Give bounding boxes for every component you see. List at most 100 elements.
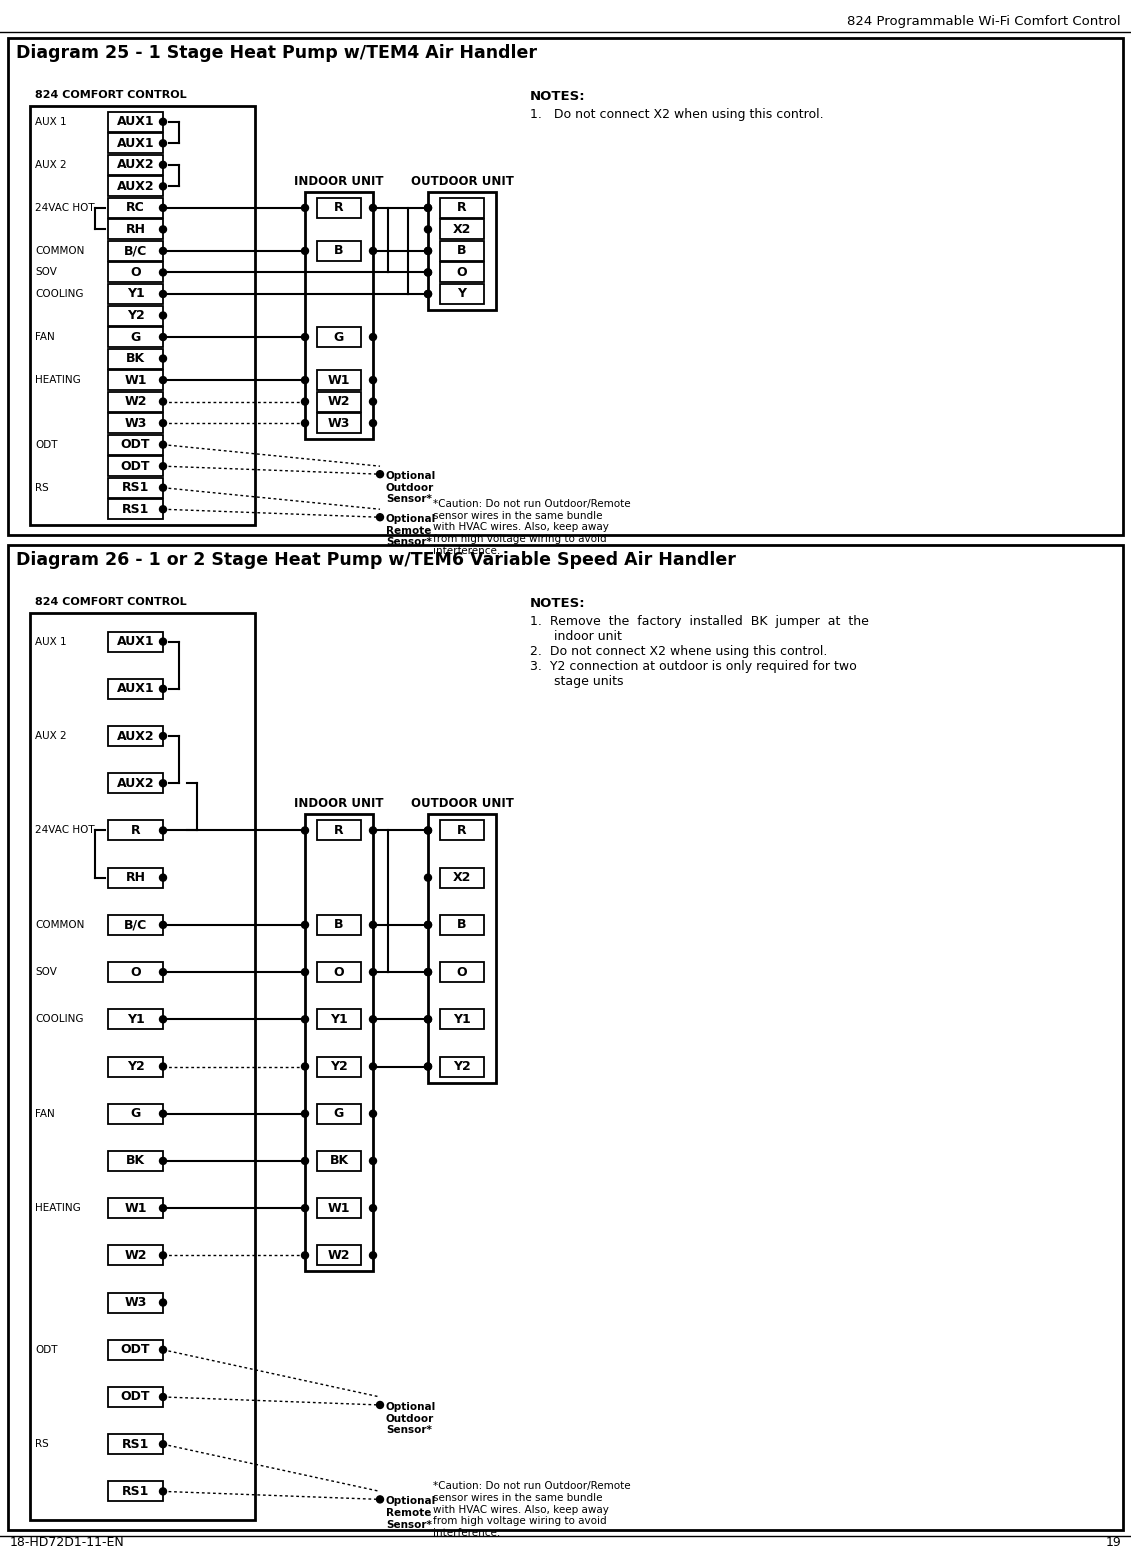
- Text: Y1: Y1: [127, 1012, 145, 1026]
- Circle shape: [159, 1015, 166, 1023]
- Circle shape: [159, 161, 166, 169]
- Circle shape: [370, 921, 377, 929]
- Bar: [8, 39, 1123, 536]
- Circle shape: [159, 118, 166, 125]
- Circle shape: [370, 1158, 377, 1164]
- Circle shape: [159, 398, 166, 406]
- Text: RC: RC: [127, 201, 145, 214]
- Text: AUX1: AUX1: [116, 115, 154, 128]
- Text: Y2: Y2: [454, 1060, 470, 1073]
- Text: RS1: RS1: [122, 481, 149, 494]
- Circle shape: [159, 420, 166, 427]
- Circle shape: [159, 1110, 166, 1118]
- Text: B: B: [457, 918, 467, 932]
- Circle shape: [159, 204, 166, 212]
- Bar: [440, 1056, 484, 1076]
- Circle shape: [377, 1495, 383, 1503]
- Text: 24VAC HOT: 24VAC HOT: [35, 203, 95, 214]
- Circle shape: [159, 313, 166, 319]
- Circle shape: [370, 1252, 377, 1259]
- Circle shape: [159, 463, 166, 469]
- Text: RS: RS: [35, 483, 49, 492]
- Text: AUX2: AUX2: [116, 180, 154, 194]
- Circle shape: [159, 485, 166, 491]
- Text: OUTDOOR UNIT: OUTDOOR UNIT: [411, 797, 513, 811]
- Text: O: O: [334, 966, 344, 978]
- Bar: [8, 545, 1123, 1529]
- Text: W2: W2: [328, 1249, 351, 1262]
- Bar: [107, 457, 163, 477]
- Text: OUTDOOR UNIT: OUTDOOR UNIT: [411, 175, 513, 187]
- Circle shape: [424, 1015, 432, 1023]
- Text: AUX 1: AUX 1: [35, 116, 67, 127]
- Circle shape: [424, 875, 432, 881]
- Bar: [107, 478, 163, 498]
- Circle shape: [377, 1401, 383, 1409]
- Text: AUX1: AUX1: [116, 635, 154, 649]
- Circle shape: [159, 780, 166, 786]
- Circle shape: [159, 827, 166, 834]
- Circle shape: [370, 1204, 377, 1212]
- Text: COOLING: COOLING: [35, 289, 84, 299]
- Circle shape: [159, 441, 166, 449]
- Circle shape: [159, 969, 166, 975]
- Bar: [107, 774, 163, 793]
- Bar: [107, 133, 163, 153]
- Bar: [107, 632, 163, 652]
- Bar: [107, 176, 163, 197]
- Text: RH: RH: [126, 223, 146, 235]
- Bar: [317, 241, 361, 262]
- Text: R: R: [457, 824, 467, 837]
- Text: W3: W3: [124, 416, 147, 430]
- Circle shape: [302, 248, 309, 254]
- Bar: [107, 198, 163, 218]
- Text: W3: W3: [124, 1296, 147, 1310]
- Circle shape: [424, 969, 432, 975]
- Bar: [107, 435, 163, 455]
- Text: O: O: [130, 266, 141, 279]
- Text: 19: 19: [1105, 1537, 1121, 1548]
- Text: Optional
Outdoor
Sensor*: Optional Outdoor Sensor*: [386, 1402, 437, 1435]
- Circle shape: [424, 291, 432, 297]
- Bar: [107, 111, 163, 132]
- Circle shape: [302, 333, 309, 341]
- Bar: [107, 263, 163, 282]
- Bar: [317, 1056, 361, 1076]
- Text: BK: BK: [329, 1155, 348, 1167]
- Bar: [31, 613, 254, 1520]
- Text: AUX 2: AUX 2: [35, 159, 67, 170]
- Circle shape: [302, 1158, 309, 1164]
- Bar: [317, 1245, 361, 1265]
- Bar: [440, 820, 484, 841]
- Circle shape: [159, 291, 166, 297]
- Circle shape: [377, 471, 383, 478]
- Circle shape: [159, 1393, 166, 1401]
- Bar: [317, 1198, 361, 1218]
- Text: Diagram 25 - 1 Stage Heat Pump w/TEM4 Air Handler: Diagram 25 - 1 Stage Heat Pump w/TEM4 Ai…: [16, 43, 537, 62]
- Bar: [107, 1339, 163, 1359]
- Bar: [317, 1104, 361, 1124]
- Bar: [107, 500, 163, 519]
- Bar: [440, 1009, 484, 1029]
- Circle shape: [370, 248, 377, 254]
- Text: AUX2: AUX2: [116, 777, 154, 789]
- Text: AUX2: AUX2: [116, 158, 154, 172]
- Bar: [317, 370, 361, 390]
- Circle shape: [159, 269, 166, 276]
- Bar: [107, 820, 163, 841]
- Text: W2: W2: [124, 395, 147, 409]
- Circle shape: [159, 1158, 166, 1164]
- Text: B/C: B/C: [124, 918, 147, 932]
- Bar: [317, 1150, 361, 1170]
- Text: ODT: ODT: [35, 1345, 58, 1354]
- Text: 1.  Remove  the  factory  installed  BK  jumper  at  the
      indoor unit
2.  D: 1. Remove the factory installed BK jumpe…: [530, 615, 869, 687]
- Circle shape: [302, 204, 309, 212]
- Text: 18-HD72D1-11-EN: 18-HD72D1-11-EN: [10, 1537, 124, 1548]
- Bar: [305, 192, 373, 440]
- Bar: [107, 392, 163, 412]
- Bar: [317, 820, 361, 841]
- Text: 824 COMFORT CONTROL: 824 COMFORT CONTROL: [35, 90, 187, 101]
- Text: AUX1: AUX1: [116, 683, 154, 695]
- Circle shape: [159, 354, 166, 362]
- Text: COMMON: COMMON: [35, 246, 85, 255]
